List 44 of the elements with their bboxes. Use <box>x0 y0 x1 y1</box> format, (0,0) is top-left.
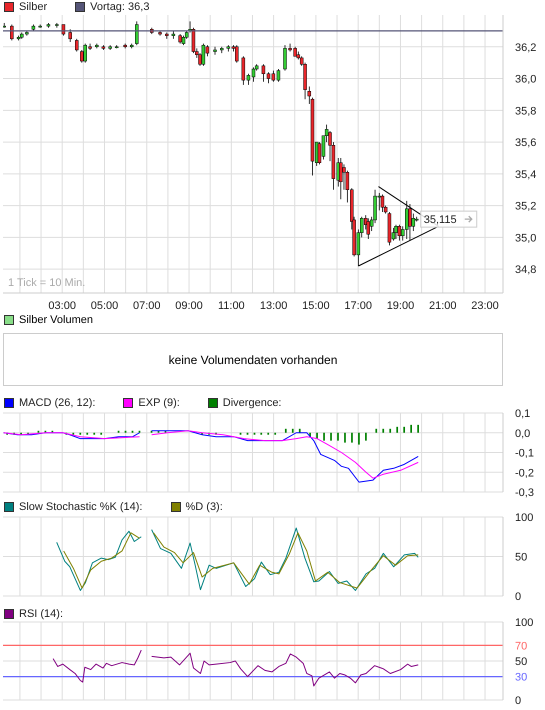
y-tick-label: 35,8 <box>515 105 536 118</box>
y-tick-label: 35,0 <box>515 232 536 244</box>
y-tick-label: 35,4 <box>515 168 536 181</box>
text: keine Volumendaten vorhanden <box>168 352 338 366</box>
y-tick-label: 35,2 <box>515 200 536 213</box>
y-tick-label: 0 <box>515 695 522 707</box>
legend-label: RSI (14): <box>19 607 64 621</box>
x-tick-label: 13:00 <box>260 300 288 312</box>
y-tick-label: 0,1 <box>515 408 530 420</box>
y-tick-label: 50 <box>515 656 528 668</box>
x-tick-label: 03:00 <box>48 300 76 312</box>
y-tick-label: 36,0 <box>515 74 536 86</box>
annotation: 35,115 <box>424 214 457 226</box>
y-tick-label: -0,1 <box>515 448 534 460</box>
y-tick-label: 30 <box>515 672 528 684</box>
legend-label: Silber <box>19 0 48 14</box>
y-tick-label: -0,3 <box>515 487 534 499</box>
legend-label: EXP (9): <box>138 396 180 410</box>
x-tick-label: 21:00 <box>428 300 457 312</box>
y-tick-label: 34,8 <box>515 264 536 276</box>
y-tick-label: 0 <box>515 591 522 603</box>
x-tick-label: 11:00 <box>218 300 245 312</box>
y-tick-label: 36,2 <box>515 42 536 54</box>
x-tick-label: 07:00 <box>133 300 161 312</box>
x-tick-label: 17:00 <box>344 300 372 312</box>
x-tick-label: 05:00 <box>90 300 118 312</box>
y-tick-label: 100 <box>515 617 534 629</box>
x-tick-label: 09:00 <box>175 300 203 312</box>
y-tick-label: 0,0 <box>515 428 530 440</box>
x-tick-label: 15:00 <box>302 300 330 312</box>
y-tick-label: 50 <box>515 552 528 564</box>
legend-label: Divergence: <box>222 396 282 410</box>
y-tick-label: 35,6 <box>515 137 536 150</box>
y-tick-label: -0,2 <box>515 467 534 480</box>
x-tick-label: 23:00 <box>471 300 499 312</box>
annotation: 1 Tick = 10 Min. <box>8 277 86 289</box>
legend-label: Slow Stochastic %K (14): <box>19 500 142 514</box>
legend-label: MACD (26, 12): <box>19 396 96 410</box>
legend-label: Vortag: 36,3 <box>90 0 150 14</box>
x-tick-label: 19:00 <box>386 300 414 312</box>
text: Silber Volumen <box>19 313 93 327</box>
y-tick-label: 100 <box>515 512 534 524</box>
legend-label: %D (3): <box>186 500 223 514</box>
y-tick-label: 70 <box>515 640 528 652</box>
